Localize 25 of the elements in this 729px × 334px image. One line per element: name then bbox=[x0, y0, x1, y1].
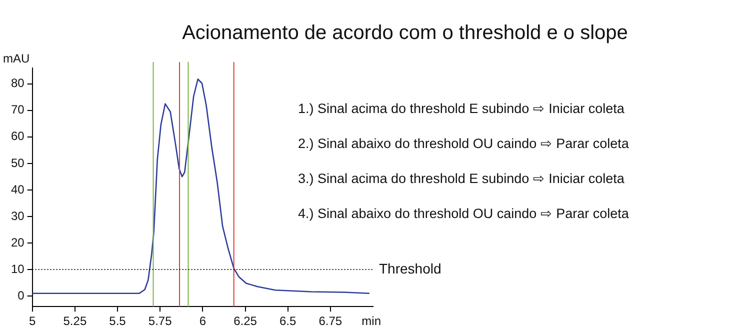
annotation: 4.) Sinal abaixo do threshold OU caindo ⇨ Parar coleta bbox=[298, 205, 629, 223]
x-tick-label: 5 bbox=[29, 314, 36, 328]
x-tick-label: 6.25 bbox=[234, 314, 258, 328]
annotation: 3.) Sinal acima do threshold E subindo ⇨ Iniciar coleta bbox=[298, 170, 626, 188]
x-tick-label: 5.75 bbox=[148, 314, 172, 328]
x-tick-label: 6.75 bbox=[318, 314, 342, 328]
y-tick-label: 0 bbox=[18, 288, 25, 302]
y-tick-label: 50 bbox=[10, 156, 25, 170]
chart-title: Acionamento de acordo com o threshold e o slope bbox=[181, 22, 629, 45]
x-tick-label: 5.5 bbox=[109, 314, 126, 328]
y-axis-title: mAU bbox=[3, 51, 30, 66]
x-tick-label: 6 bbox=[199, 314, 206, 328]
y-tick-label: 60 bbox=[10, 129, 25, 144]
x-axis-title: min bbox=[362, 314, 381, 328]
y-tick-label: 40 bbox=[10, 182, 25, 196]
y-tick-label: 70 bbox=[10, 102, 25, 117]
y-tick-label: 80 bbox=[10, 76, 25, 90]
x-tick-label: 6.5 bbox=[279, 314, 296, 328]
y-tick-label: 10 bbox=[10, 262, 25, 276]
y-tick-label: 30 bbox=[10, 208, 25, 223]
annotation: 1.) Sinal acima do threshold E subindo ⇨ Iniciar coleta bbox=[298, 100, 626, 118]
annotation: 2.) Sinal abaixo do threshold OU caindo ⇨ Parar coleta bbox=[298, 135, 629, 153]
y-tick-label: 20 bbox=[10, 235, 25, 250]
ref-line-label: Threshold bbox=[379, 260, 442, 276]
x-tick-label: 5.25 bbox=[63, 314, 87, 328]
